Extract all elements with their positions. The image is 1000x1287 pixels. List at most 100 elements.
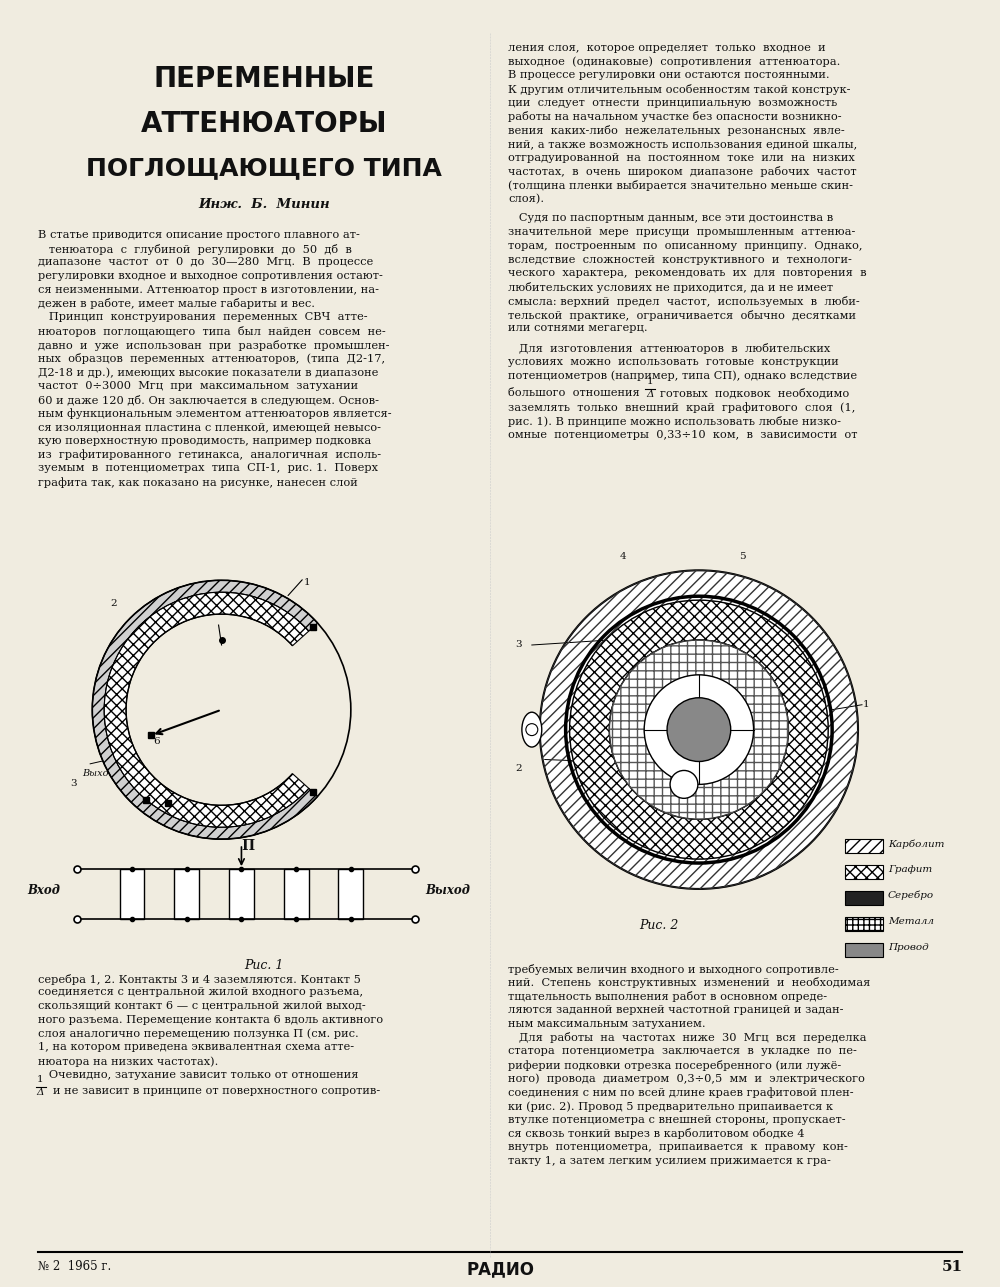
Text: Металл: Металл (888, 916, 934, 925)
Wedge shape (570, 600, 828, 858)
Text: вения  каких-либо  нежелательных  резонансных  явле-: вения каких-либо нежелательных резонансн… (508, 125, 845, 136)
Text: 3: 3 (515, 640, 522, 649)
Text: 4: 4 (133, 794, 140, 803)
Text: 3: 3 (70, 780, 77, 789)
Text: потенциометров (например, типа СП), однако вследствие: потенциометров (например, типа СП), одна… (508, 371, 857, 381)
Text: 8: 8 (214, 609, 220, 618)
Text: условиях  можно  использовать  готовые  конструкции: условиях можно использовать готовые конс… (508, 356, 839, 367)
Bar (845, 916, 883, 931)
Text: ПОГЛОЩАЮЩЕГО ТИПА: ПОГЛОЩАЮЩЕГО ТИПА (86, 156, 442, 180)
Text: ления слоя,  которое определяет  только  входное  и: ления слоя, которое определяет только вх… (508, 42, 826, 53)
Bar (845, 839, 883, 853)
Text: значительной  мере  присущи  промышленным  аттенюа-: значительной мере присущи промышленным а… (508, 228, 855, 237)
Text: Выход: Выход (82, 770, 115, 779)
Text: зуемым  в  потенциометрах  типа  СП-1,  рис. 1.  Поверх: зуемым в потенциометрах типа СП-1, рис. … (38, 463, 378, 474)
Bar (284, 869, 309, 919)
Text: или сотнями мегагерц.: или сотнями мегагерц. (508, 323, 648, 333)
Text: из  графитированного  гетинакса,  аналогичная  исполь-: из графитированного гетинакса, аналогичн… (38, 449, 381, 461)
Text: графита так, как показано на рисунке, нанесен слой: графита так, как показано на рисунке, на… (38, 477, 357, 488)
Text: любительских условиях не приходится, да и не имеет: любительских условиях не приходится, да … (508, 282, 833, 293)
Circle shape (526, 723, 538, 736)
Text: Принцип  конструирования  переменных  СВЧ  атте-: Принцип конструирования переменных СВЧ а… (38, 313, 367, 322)
Text: В статье приводится описание простого плавного ат-: В статье приводится описание простого пл… (38, 230, 359, 239)
Text: ляются заданной верхней частотной границей и задан-: ляются заданной верхней частотной границ… (508, 1005, 843, 1015)
Text: требуемых величин входного и выходного сопротивле-: требуемых величин входного и выходного с… (508, 964, 839, 974)
Text: 6: 6 (604, 700, 611, 709)
Text: П: П (241, 839, 255, 853)
Bar (845, 891, 883, 905)
Text: В процессе регулировки они остаются постоянными.: В процессе регулировки они остаются пост… (508, 69, 830, 80)
Text: вследствие  сложностей  конструктивного  и  технологи-: вследствие сложностей конструктивного и … (508, 255, 852, 265)
Text: ний, а также возможность использования единой шкалы,: ний, а также возможность использования е… (508, 139, 857, 149)
Circle shape (609, 640, 788, 820)
Text: большого  отношения: большого отношения (508, 389, 640, 398)
Text: заземлять  только  внешний  край  графитового  слоя  (1,: заземлять только внешний край графитовог… (508, 402, 855, 413)
Text: серебра 1, 2. Контакты 3 и 4 заземляются. Контакт 5: серебра 1, 2. Контакты 3 и 4 заземляются… (38, 973, 360, 985)
Text: 60 и даже 120 дб. Он заключается в следующем. Основ-: 60 и даже 120 дб. Он заключается в следу… (38, 395, 379, 405)
Text: 4: 4 (619, 552, 626, 561)
Text: ции  следует  отнести  принципиальную  возможность: ции следует отнести принципиальную возмо… (508, 98, 837, 108)
Text: АТТЕНЮАТОРЫ: АТТЕНЮАТОРЫ (141, 111, 387, 138)
Text: ческого  характера,  рекомендовать  их  для  повторения  в: ческого характера, рекомендовать их для … (508, 269, 867, 278)
Text: Δ: Δ (37, 1089, 44, 1098)
Text: 1: 1 (37, 1076, 44, 1085)
Text: ний.  Степень  конструктивных  изменений  и  необходимая: ний. Степень конструктивных изменений и … (508, 977, 870, 988)
Text: ПЕРЕМЕННЫЕ: ПЕРЕМЕННЫЕ (153, 64, 375, 93)
Text: ся сквозь тонкий вырез в карболитовом ободке 4: ся сквозь тонкий вырез в карболитовом об… (508, 1129, 804, 1139)
Text: 5: 5 (739, 552, 745, 561)
Text: 1: 1 (863, 700, 870, 709)
Text: Для  работы  на  частотах  ниже  30  Мгц  вся  переделка: Для работы на частотах ниже 30 Мгц вся п… (508, 1032, 866, 1044)
Text: Очевидно, затухание зависит только от отношения: Очевидно, затухание зависит только от от… (38, 1069, 358, 1080)
Text: ного разъема. Перемещение контакта 6 вдоль активного: ного разъема. Перемещение контакта 6 вдо… (38, 1014, 383, 1024)
Circle shape (667, 698, 731, 762)
Text: соединения с ним по всей длине краев графитовой плен-: соединения с ним по всей длине краев гра… (508, 1088, 854, 1098)
Text: внутрь  потенциометра,  припаивается  к  правому  кон-: внутрь потенциометра, припаивается к пра… (508, 1143, 848, 1152)
Bar (845, 942, 883, 956)
Text: Судя по паспортным данным, все эти достоинства в: Судя по паспортным данным, все эти досто… (508, 214, 833, 224)
Text: ки (рис. 2). Провод 5 предварительно припаивается к: ки (рис. 2). Провод 5 предварительно при… (508, 1100, 833, 1112)
Bar (229, 869, 254, 919)
Text: давно  и  уже  использован  при  разработке  промышлен-: давно и уже использован при разработке п… (38, 340, 389, 351)
Text: ся неизменными. Аттенюатор прост в изготовлении, на-: ся неизменными. Аттенюатор прост в изгот… (38, 284, 379, 295)
Text: Вход: Вход (28, 884, 61, 897)
Circle shape (644, 674, 754, 784)
Text: Графит: Графит (888, 865, 932, 874)
Text: 2: 2 (515, 764, 522, 773)
Text: Инж.  Б.  Минин: Инж. Б. Минин (198, 198, 330, 211)
Text: смысла: верхний  предел  частот,  используемых  в  люби-: смысла: верхний предел частот, используе… (508, 296, 860, 306)
Text: нюатора на низких частотах).: нюатора на низких частотах). (38, 1057, 218, 1067)
Text: такту 1, а затем легким усилием прижимается к гра-: такту 1, а затем легким усилием прижимае… (508, 1156, 831, 1166)
Text: втулке потенциометра с внешней стороны, пропускает-: втулке потенциометра с внешней стороны, … (508, 1115, 846, 1125)
Text: (толщина пленки выбирается значительно меньше скин-: (толщина пленки выбирается значительно м… (508, 180, 853, 190)
Text: тщательность выполнения работ в основном опреде-: тщательность выполнения работ в основном… (508, 991, 827, 1003)
Text: и не зависит в принципе от поверхностного сопротив-: и не зависит в принципе от поверхностног… (53, 1086, 381, 1097)
Text: тельской  практике,  ограничивается  обычно  десятками: тельской практике, ограничивается обычно… (508, 310, 856, 320)
Text: Для  изготовления  аттенюаторов  в  любительских: Для изготовления аттенюаторов в любитель… (508, 344, 830, 354)
Text: соединяется с центральной жилой входного разъема,: соединяется с центральной жилой входного… (38, 987, 363, 997)
Text: нюаторов  поглощающего  типа  был  найден  совсем  не-: нюаторов поглощающего типа был найден со… (38, 326, 385, 337)
Text: регулировки входное и выходное сопротивления остают-: регулировки входное и выходное сопротивл… (38, 272, 382, 281)
Text: 51: 51 (941, 1260, 962, 1274)
Text: слоя).: слоя). (508, 194, 544, 205)
Text: Рис. 1: Рис. 1 (244, 959, 284, 972)
Text: ных  образцов  переменных  аттенюаторов,  (типа  Д2-17,: ных образцов переменных аттенюаторов, (т… (38, 354, 385, 364)
Text: риферии подковки отрезка посеребренного (или лужё-: риферии подковки отрезка посеребренного … (508, 1059, 841, 1071)
Text: Рис. 2: Рис. 2 (639, 919, 679, 932)
Text: частот  0÷3000  Мгц  при  максимальном  затухании: частот 0÷3000 Мгц при максимальном затух… (38, 381, 358, 391)
Text: К другим отличительным особенностям такой конструк-: К другим отличительным особенностям тако… (508, 84, 850, 95)
Ellipse shape (522, 712, 542, 746)
Bar (338, 869, 363, 919)
Text: ным функциональным элементом аттенюаторов является-: ным функциональным элементом аттенюаторо… (38, 408, 391, 420)
Text: l: l (99, 686, 102, 695)
Text: 2: 2 (111, 598, 117, 607)
Text: 6: 6 (153, 737, 160, 746)
Bar (845, 865, 883, 879)
Bar (120, 869, 144, 919)
Bar (174, 869, 199, 919)
Text: тенюатора  с  глубиной  регулировки  до  50  дб  в: тенюатора с глубиной регулировки до 50 д… (38, 243, 351, 255)
Text: частотах,  в  очень  широком  диапазоне  рабочих  частот: частотах, в очень широком диапазоне рабо… (508, 166, 857, 178)
Text: Карболит: Карболит (888, 839, 944, 848)
Text: № 2  1965 г.: № 2 1965 г. (38, 1260, 111, 1273)
Text: отградуированной  на  постоянном  токе  или  на  низких: отградуированной на постоянном токе или … (508, 153, 855, 162)
Text: 1, на котором приведена эквивалентная схема атте-: 1, на котором приведена эквивалентная сх… (38, 1042, 354, 1053)
